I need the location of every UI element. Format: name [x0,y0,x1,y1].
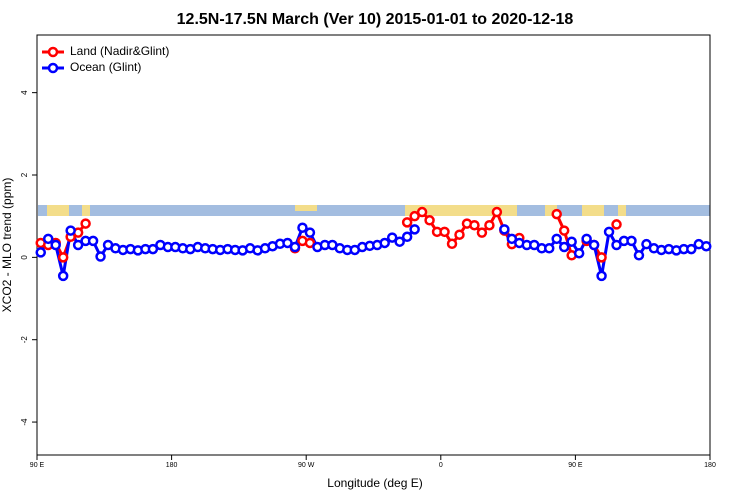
x-tick-label: 0 [439,462,443,469]
data-point [289,241,301,253]
data-point [551,208,562,220]
data-point [416,206,428,218]
y-axis-label: XCO2 - MLO trend (ppm) [0,178,14,313]
legend-swatch-point [47,62,59,74]
data-point [454,229,465,240]
data-point [633,250,645,261]
land-patch [47,205,69,216]
data-point [401,217,413,228]
land-patch [618,205,626,216]
data-point [386,232,398,243]
x-tick-label: 180 [704,462,716,469]
data-point [50,239,61,251]
y-tick-label: -2 [20,336,29,344]
land-patch [82,205,90,216]
data-point [469,219,480,231]
data-point [394,236,405,247]
data-point [401,231,413,243]
data-point [506,233,518,245]
data-point [611,239,622,251]
data-point [57,252,69,263]
data-point [35,247,46,258]
data-point [641,238,652,250]
data-point [379,237,390,249]
y-tick-label: 0 [20,255,29,260]
data-point [476,227,488,238]
x-tick-label: 90 W [298,462,315,469]
y-tick-label: 4 [20,90,29,95]
data-point [611,219,622,230]
data-point [603,226,615,238]
land-patch [582,205,604,216]
data-point [551,233,562,245]
data-point [686,243,697,255]
ocean-strip [38,205,710,216]
data-point [439,226,450,238]
data-point [304,227,316,238]
land-patch [295,205,317,211]
data-point [95,251,106,262]
legend-label: Ocean (Glint) [70,60,141,74]
data-point [701,240,712,252]
data-point [558,225,570,236]
data-point [581,233,592,245]
legend-swatch-point [47,46,59,58]
land-patch [405,205,517,216]
chart-title: 12.5N-17.5N March (Ver 10) 2015-01-01 to… [177,11,574,28]
land-patch [545,205,557,216]
y-tick-label: 2 [20,172,29,177]
data-point [409,224,420,235]
data-point [573,247,585,259]
data-point [409,210,420,222]
data-point [424,215,435,226]
data-point [65,225,76,236]
data-point [566,236,577,247]
x-tick-label: 90 E [568,462,583,469]
data-point [499,224,510,235]
data-point [558,241,570,253]
data-point [87,235,99,247]
legend-label: Land (Nadir&Glint) [70,44,169,58]
data-point [57,270,69,282]
data-point [297,222,308,233]
data-point [80,218,91,229]
data-point [72,239,84,251]
data-point [596,270,607,282]
data-point [596,252,607,263]
map-strip [38,205,710,216]
x-tick-label: 90 E [30,462,45,469]
data-point [42,233,54,245]
data-point [626,235,637,247]
x-axis-label: Longitude (deg E) [327,476,422,490]
data-point [446,238,458,250]
data-point [304,237,316,249]
data-point [491,206,503,218]
y-tick-label: -4 [20,418,29,426]
x-tick-label: 180 [166,462,178,469]
data-point [484,219,495,231]
data-point [147,243,159,255]
data-point [588,239,600,251]
data-point [543,243,555,254]
data-point [282,237,293,249]
